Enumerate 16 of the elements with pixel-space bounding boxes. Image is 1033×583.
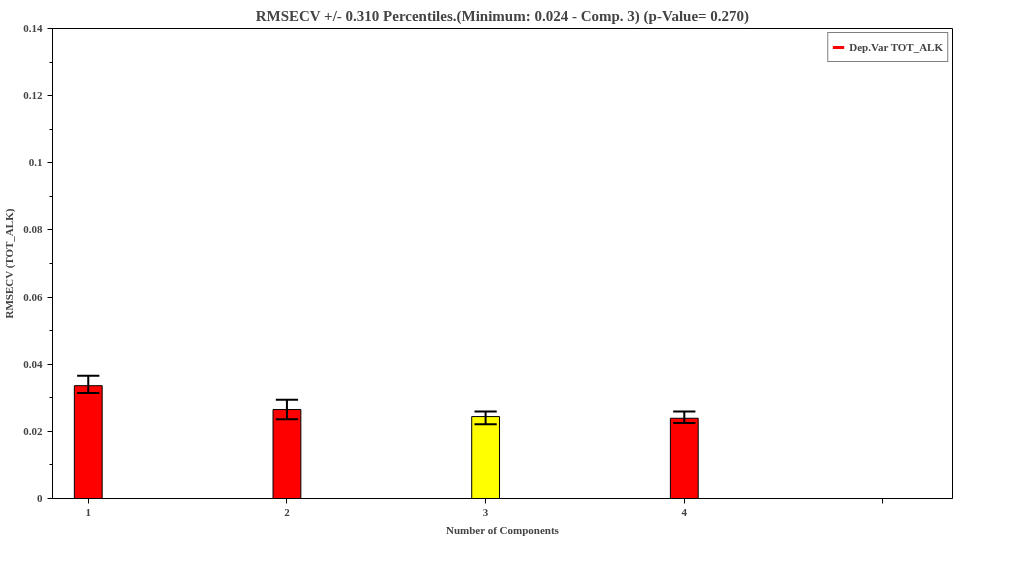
x-axis-title: Number of Components bbox=[445, 523, 560, 536]
y-tick-label: 0.08 bbox=[23, 223, 43, 236]
legend-label: Dep.Var TOT_ALK bbox=[849, 41, 943, 53]
y-tick-label: 0.14 bbox=[23, 22, 43, 34]
chart-title: RMSECV +/- 0.310 Percentiles.(Minimum: 0.024 - Comp. 3) (p-Value= 0.270) bbox=[255, 7, 750, 25]
y-tick-label: 0.02 bbox=[23, 424, 43, 437]
y-tick-label: 0.1 bbox=[28, 156, 43, 169]
y-tick-label: 0.06 bbox=[23, 290, 43, 303]
x-tick-label: 2 bbox=[284, 505, 291, 518]
y-axis-title: RMSECV (TOT_ALK) bbox=[3, 208, 17, 319]
y-tick-label: 0 bbox=[37, 492, 43, 504]
y-tick-label: 0.12 bbox=[23, 89, 43, 102]
x-tick-label: 1 bbox=[85, 505, 92, 518]
x-tick-label: 4 bbox=[681, 505, 688, 518]
x-tick-label: 3 bbox=[482, 505, 489, 518]
y-tick-label: 0.04 bbox=[23, 357, 43, 370]
